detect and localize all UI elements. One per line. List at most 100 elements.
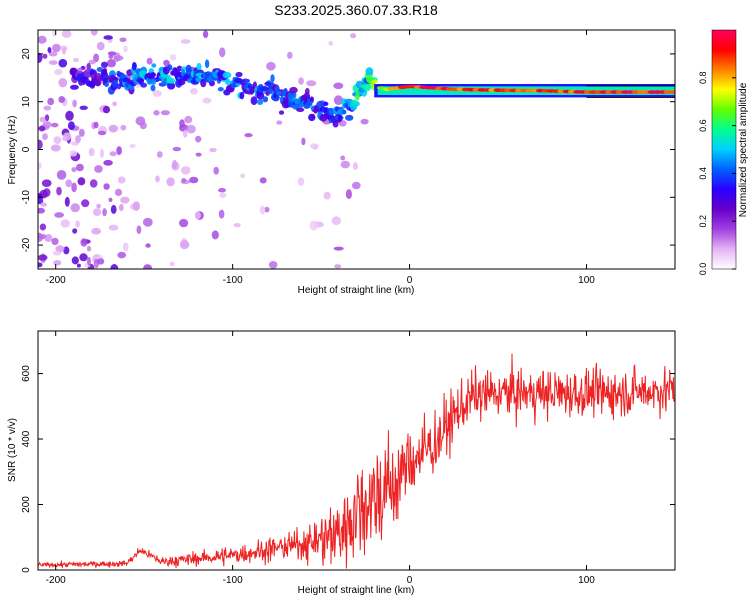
spectrogram-band-core <box>668 90 675 94</box>
spectrogram-noise-blob <box>54 69 63 76</box>
spectrogram-noise-blob <box>120 196 130 204</box>
spectrogram-noise-blob <box>56 186 62 196</box>
spectrogram-noise-blob <box>114 188 123 196</box>
spectrogram-noise-blob <box>90 30 98 36</box>
y-tick-label: 0 <box>21 567 32 573</box>
spectrogram-noise-blob <box>179 218 189 228</box>
spectrogram-ridge-blob <box>96 72 101 81</box>
spectrogram-noise-blob <box>103 183 110 190</box>
spectrogram-noise-blob <box>117 176 126 184</box>
y-tick-label: 200 <box>21 496 32 513</box>
spectrogram-noise-blob <box>71 256 79 265</box>
spectrogram-ridge <box>69 59 675 128</box>
spectrogram-ridge-blob <box>204 59 210 69</box>
spectrogram-ridge-blob <box>132 61 137 71</box>
x-tick-label: 100 <box>578 275 595 286</box>
spectrogram-noise-blob <box>264 206 270 213</box>
spectrogram-noise-blob <box>69 150 78 157</box>
spectrogram-noise-blob <box>41 179 52 187</box>
spectrogram-noise-blob <box>81 199 90 208</box>
spectrogram-noise-blob <box>38 254 48 261</box>
y-tick-label: 20 <box>21 48 32 60</box>
spectrogram-noise-blob <box>259 205 266 215</box>
spectrogram-ridge-blob <box>150 72 157 78</box>
spectrogram-ridge-blob <box>70 84 79 90</box>
spectrogram-noise-blob <box>47 97 55 106</box>
spectrogram-ridge-blob <box>185 64 192 73</box>
spectrogram-noise-blob <box>39 116 46 123</box>
spectrogram-noise-blob <box>132 201 141 211</box>
spectrogram-noise-blob <box>353 162 358 171</box>
colorbar-label: Normalized spectral amplitude <box>738 82 749 217</box>
spectrogram-ridge-blob <box>323 101 329 106</box>
spectrogram-noise-blob <box>297 177 305 186</box>
spectrogram-ridge-blob <box>167 64 173 71</box>
spectrogram-noise-blob <box>112 101 117 107</box>
spectrogram-noise-blob <box>38 52 43 63</box>
spectrogram-noise-blob <box>43 105 52 111</box>
spectrogram-ridge-blob <box>200 78 207 88</box>
spectrogram-noise-blob <box>75 220 80 228</box>
spectrogram-noise-blob <box>110 264 119 269</box>
spectrogram-ridge-blob <box>177 79 186 86</box>
spectrogram-noise-blob <box>54 212 64 218</box>
spectrogram-ridge-blob <box>365 67 374 76</box>
spectrogram-noise-blob <box>93 208 102 217</box>
spectrogram-noise-blob <box>202 30 209 39</box>
spectrogram-noise-blob <box>333 246 344 251</box>
snr-y-ticks: 0 200 400 600 <box>21 365 675 573</box>
x-tick-label: -100 <box>223 275 243 286</box>
spectrogram-noise-blob <box>135 116 146 126</box>
snr-y-label: SNR (10 * v/v) <box>7 418 18 482</box>
spectrogram-noise-blob <box>38 125 46 132</box>
spectrogram-noise-blob <box>103 159 113 166</box>
spectrogram-noise-blob <box>306 80 317 87</box>
spectrogram-noise-blob <box>86 62 91 71</box>
spectrogram-noise-blob <box>209 147 217 153</box>
x-tick-label: 0 <box>407 575 413 586</box>
spectrogram-ridge-blob <box>250 96 258 105</box>
spectrogram-ridge-blob <box>309 96 314 102</box>
spectrogram-noise-blob <box>155 175 160 183</box>
spectrogram-noise-blob <box>94 165 103 173</box>
spectrogram-noise-blob <box>182 129 188 138</box>
spectrogram-noise-blob <box>189 176 199 184</box>
spectrogram-ridge-blob <box>276 91 282 96</box>
spectrogram-ridge-blob <box>262 96 269 103</box>
spectrogram-noise-blob <box>350 33 357 39</box>
spectrogram-noise-blob <box>108 224 119 231</box>
spectrogram-ridge-blob <box>150 84 156 92</box>
spectrogram-noise-blob <box>48 60 58 65</box>
spectrogram-noise-blob <box>42 133 48 141</box>
spectrogram-noise-blob <box>163 59 170 67</box>
spectrogram-noise-blob <box>240 173 246 179</box>
spectrogram-noise-blob <box>169 54 177 61</box>
spectrogram-ridge-blob <box>296 107 305 113</box>
spectrogram-noise-blob <box>38 35 47 44</box>
spectrogram-ridge-blob <box>222 71 232 79</box>
spectrogram-noise-blob <box>106 59 116 68</box>
spectrogram-noise-blob <box>120 124 127 131</box>
spectrogram-noise-blob <box>102 105 111 114</box>
spectrogram-noise-blob <box>244 133 253 138</box>
x-tick-label: -200 <box>46 275 66 286</box>
spectrogram-noise-blob <box>40 202 47 207</box>
spectrogram-noise-blob <box>351 181 361 190</box>
y-tick-label: 0 <box>21 146 32 152</box>
spectrogram-noise-blob <box>107 51 117 56</box>
spectrogram-noise-blob <box>62 132 72 141</box>
spectrogram-ridge-blob <box>140 82 147 88</box>
spectrogram-ridge-blob <box>167 82 176 90</box>
spectrogram-noise-blob <box>259 177 267 184</box>
spectrogram-noise-blob <box>71 182 77 193</box>
spectrogram-noise-blob <box>88 147 95 157</box>
spectrogram-noise-blob <box>146 57 153 65</box>
colorbar-gradient <box>711 29 737 270</box>
x-tick-label: -200 <box>46 575 66 586</box>
colorbar-tick-label: 0.0 <box>698 263 708 276</box>
spectrogram-noise-blob <box>166 177 175 187</box>
spectrogram-noise-blob <box>340 155 346 161</box>
spectrogram-noise-blob <box>119 37 127 43</box>
x-tick-label: 0 <box>407 275 413 286</box>
